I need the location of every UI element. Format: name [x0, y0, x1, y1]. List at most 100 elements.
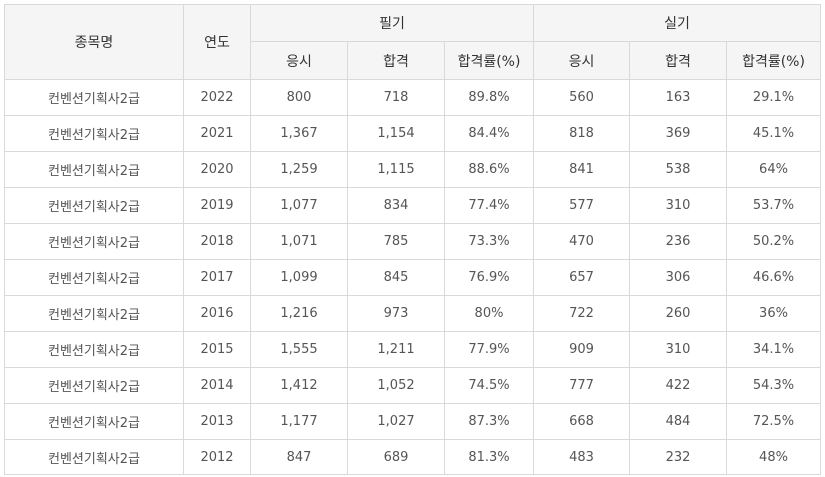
cell-written-passed: 1,154 — [347, 115, 445, 152]
cell-item-name: 컨벤션기획사2급 — [4, 367, 184, 404]
exam-stats-table: 종목명 연도 필기 실기 응시 합격 합격률(%) 응시 합격 합격률(%) 컨… — [4, 4, 821, 475]
cell-practical-pass-rate: 53.7% — [726, 187, 821, 224]
header-practical-applicants: 응시 — [533, 41, 630, 80]
cell-written-applicants: 1,216 — [250, 295, 348, 332]
cell-year: 2019 — [183, 187, 251, 224]
cell-written-applicants: 1,077 — [250, 187, 348, 224]
cell-written-applicants: 1,259 — [250, 151, 348, 188]
cell-written-applicants: 1,071 — [250, 223, 348, 260]
cell-year: 2017 — [183, 259, 251, 296]
table-row: 컨벤션기획사2급 2022 800 718 89.8% 560 163 29.1… — [4, 79, 821, 116]
cell-year: 2021 — [183, 115, 251, 152]
cell-written-passed: 1,052 — [347, 367, 445, 404]
cell-practical-applicants: 657 — [533, 259, 630, 296]
cell-practical-passed: 236 — [629, 223, 727, 260]
cell-practical-pass-rate: 36% — [726, 295, 821, 332]
cell-written-passed: 845 — [347, 259, 445, 296]
header-practical-pass-rate: 합격률(%) — [726, 41, 821, 80]
cell-year: 2015 — [183, 331, 251, 368]
cell-item-name: 컨벤션기획사2급 — [4, 439, 184, 475]
cell-year: 2014 — [183, 367, 251, 404]
cell-practical-passed: 538 — [629, 151, 727, 188]
cell-written-passed: 1,211 — [347, 331, 445, 368]
table-row: 컨벤션기획사2급 2021 1,367 1,154 84.4% 818 369 … — [4, 115, 821, 152]
cell-written-passed: 718 — [347, 79, 445, 116]
table-row: 컨벤션기획사2급 2014 1,412 1,052 74.5% 777 422 … — [4, 367, 821, 404]
cell-year: 2022 — [183, 79, 251, 116]
cell-written-pass-rate: 77.4% — [444, 187, 534, 224]
cell-practical-passed: 422 — [629, 367, 727, 404]
header-practical-passed: 합격 — [629, 41, 727, 80]
cell-written-pass-rate: 73.3% — [444, 223, 534, 260]
cell-practical-passed: 310 — [629, 331, 727, 368]
cell-written-pass-rate: 80% — [444, 295, 534, 332]
cell-practical-pass-rate: 46.6% — [726, 259, 821, 296]
cell-practical-applicants: 841 — [533, 151, 630, 188]
cell-written-pass-rate: 89.8% — [444, 79, 534, 116]
cell-written-passed: 1,027 — [347, 403, 445, 440]
cell-practical-passed: 369 — [629, 115, 727, 152]
header-written: 필기 — [250, 4, 534, 42]
cell-written-pass-rate: 84.4% — [444, 115, 534, 152]
cell-practical-pass-rate: 50.2% — [726, 223, 821, 260]
cell-year: 2016 — [183, 295, 251, 332]
cell-written-applicants: 1,177 — [250, 403, 348, 440]
cell-practical-applicants: 777 — [533, 367, 630, 404]
cell-written-passed: 689 — [347, 439, 445, 475]
cell-written-applicants: 800 — [250, 79, 348, 116]
cell-written-pass-rate: 87.3% — [444, 403, 534, 440]
table-row: 컨벤션기획사2급 2015 1,555 1,211 77.9% 909 310 … — [4, 331, 821, 368]
cell-written-applicants: 847 — [250, 439, 348, 475]
cell-written-applicants: 1,555 — [250, 331, 348, 368]
cell-practical-passed: 163 — [629, 79, 727, 116]
cell-written-passed: 1,115 — [347, 151, 445, 188]
cell-practical-passed: 306 — [629, 259, 727, 296]
header-year: 연도 — [183, 4, 251, 80]
cell-written-pass-rate: 81.3% — [444, 439, 534, 475]
cell-written-applicants: 1,412 — [250, 367, 348, 404]
header-written-passed: 합격 — [347, 41, 445, 80]
cell-practical-passed: 310 — [629, 187, 727, 224]
header-written-pass-rate: 합격률(%) — [444, 41, 534, 80]
table-row: 컨벤션기획사2급 2017 1,099 845 76.9% 657 306 46… — [4, 259, 821, 296]
cell-written-applicants: 1,367 — [250, 115, 348, 152]
cell-practical-passed: 260 — [629, 295, 727, 332]
cell-practical-applicants: 818 — [533, 115, 630, 152]
table-row: 컨벤션기획사2급 2012 847 689 81.3% 483 232 48% — [4, 439, 821, 475]
cell-written-applicants: 1,099 — [250, 259, 348, 296]
cell-written-passed: 834 — [347, 187, 445, 224]
cell-written-pass-rate: 88.6% — [444, 151, 534, 188]
cell-item-name: 컨벤션기획사2급 — [4, 223, 184, 260]
cell-written-pass-rate: 74.5% — [444, 367, 534, 404]
cell-year: 2012 — [183, 439, 251, 475]
cell-item-name: 컨벤션기획사2급 — [4, 331, 184, 368]
cell-item-name: 컨벤션기획사2급 — [4, 187, 184, 224]
cell-practical-applicants: 722 — [533, 295, 630, 332]
cell-item-name: 컨벤션기획사2급 — [4, 295, 184, 332]
cell-practical-pass-rate: 48% — [726, 439, 821, 475]
table-row: 컨벤션기획사2급 2019 1,077 834 77.4% 577 310 53… — [4, 187, 821, 224]
cell-written-pass-rate: 76.9% — [444, 259, 534, 296]
header-item-name: 종목명 — [4, 4, 184, 80]
cell-practical-passed: 484 — [629, 403, 727, 440]
header-written-applicants: 응시 — [250, 41, 348, 80]
cell-practical-applicants: 483 — [533, 439, 630, 475]
cell-item-name: 컨벤션기획사2급 — [4, 403, 184, 440]
cell-practical-pass-rate: 72.5% — [726, 403, 821, 440]
table-row: 컨벤션기획사2급 2013 1,177 1,027 87.3% 668 484 … — [4, 403, 821, 440]
table-body: 컨벤션기획사2급 2022 800 718 89.8% 560 163 29.1… — [4, 79, 821, 475]
cell-written-pass-rate: 77.9% — [444, 331, 534, 368]
cell-practical-applicants: 560 — [533, 79, 630, 116]
cell-practical-pass-rate: 34.1% — [726, 331, 821, 368]
cell-practical-pass-rate: 29.1% — [726, 79, 821, 116]
cell-practical-applicants: 577 — [533, 187, 630, 224]
cell-year: 2013 — [183, 403, 251, 440]
cell-item-name: 컨벤션기획사2급 — [4, 79, 184, 116]
cell-item-name: 컨벤션기획사2급 — [4, 115, 184, 152]
cell-practical-applicants: 909 — [533, 331, 630, 368]
cell-written-passed: 973 — [347, 295, 445, 332]
cell-practical-pass-rate: 64% — [726, 151, 821, 188]
cell-item-name: 컨벤션기획사2급 — [4, 151, 184, 188]
table-row: 컨벤션기획사2급 2020 1,259 1,115 88.6% 841 538 … — [4, 151, 821, 188]
cell-year: 2020 — [183, 151, 251, 188]
